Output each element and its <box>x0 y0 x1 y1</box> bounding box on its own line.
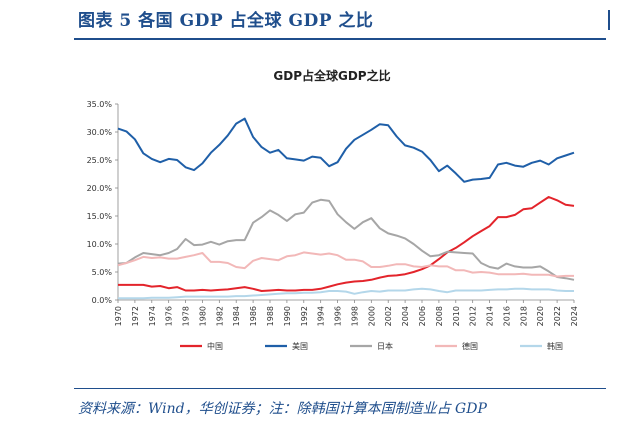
x-tick-label: 1992 <box>300 306 309 326</box>
legend-label: 中国 <box>207 341 223 351</box>
legend-label: 美国 <box>292 341 308 351</box>
x-tick-label: 2018 <box>519 306 528 326</box>
series-line-4 <box>117 251 574 278</box>
x-tick-label: 2022 <box>553 306 562 326</box>
x-tick-label: 1984 <box>232 306 241 326</box>
x-tick-label: 2006 <box>418 306 427 326</box>
x-tick-label: 1980 <box>198 306 207 326</box>
chart-legend: 中国 美国 日本 德国 韩国 <box>180 341 563 351</box>
x-tick-label: 1972 <box>131 306 140 326</box>
source-note: 资料来源：Wind，华创证券；注：除韩国计算本国制造业占 GDP <box>78 401 487 417</box>
x-tick-label: 1998 <box>350 306 359 326</box>
y-tick-label: 10.0% <box>87 240 113 249</box>
x-tick-label: 2014 <box>486 306 495 326</box>
series-line-3 <box>117 198 575 281</box>
x-tick-label: 2000 <box>367 306 376 326</box>
top-divider <box>74 38 606 40</box>
y-tick-label: 35.0% <box>87 100 113 109</box>
series-line-5 <box>118 287 574 300</box>
legend-label: 韩国 <box>547 341 563 351</box>
bottom-divider <box>74 388 606 389</box>
figure-title: 图表 5 各国 GDP 占全球 GDP 之比 <box>78 11 374 31</box>
legend-label: 日本 <box>377 341 393 351</box>
x-tick-label: 1976 <box>165 306 174 326</box>
series-line-2 <box>117 117 575 183</box>
line-chart: GDP占全球GDP之比 0.0% 5.0% 10.0% 15.0% 20.0% 25.0%… <box>87 68 579 351</box>
x-tick-label: 1970 <box>114 306 123 326</box>
x-tick-label: 1988 <box>266 306 275 326</box>
chart-title: GDP占全球GDP之比 <box>273 68 390 83</box>
x-tick-label: 1996 <box>334 306 343 326</box>
x-tick-label: 2024 <box>570 306 579 326</box>
legend-label: 德国 <box>462 341 478 351</box>
y-tick-label: 5.0% <box>92 268 113 277</box>
x-tick-label: 2016 <box>502 306 511 326</box>
x-tick-label: 1982 <box>215 306 224 326</box>
x-tick-label: 2012 <box>469 306 478 326</box>
x-tick-label: 1986 <box>249 306 258 326</box>
x-tick-label: 2010 <box>452 306 461 326</box>
y-tick-label: 25.0% <box>87 156 113 165</box>
x-tick-label: 2008 <box>435 306 444 326</box>
x-tick-label: 1974 <box>148 306 157 326</box>
chart-axes: 0.0% 5.0% 10.0% 15.0% 20.0% 25.0% 30.0% 35.0% 19… <box>87 100 579 326</box>
y-tick-label: 30.0% <box>87 128 113 137</box>
x-tick-label: 2002 <box>384 306 393 326</box>
x-tick-label: 2020 <box>536 306 545 326</box>
series-layer <box>117 117 575 300</box>
series-line-1 <box>118 196 575 292</box>
y-tick-label: 15.0% <box>87 212 113 221</box>
y-tick-label: 0.0% <box>92 296 113 305</box>
x-tick-label: 2004 <box>401 306 410 326</box>
x-tick-label: 1994 <box>317 306 326 326</box>
y-tick-label: 20.0% <box>87 184 113 193</box>
adjacent-panel-edge <box>608 10 620 30</box>
x-tick-label: 1990 <box>283 306 292 326</box>
x-tick-label: 1978 <box>182 306 191 326</box>
